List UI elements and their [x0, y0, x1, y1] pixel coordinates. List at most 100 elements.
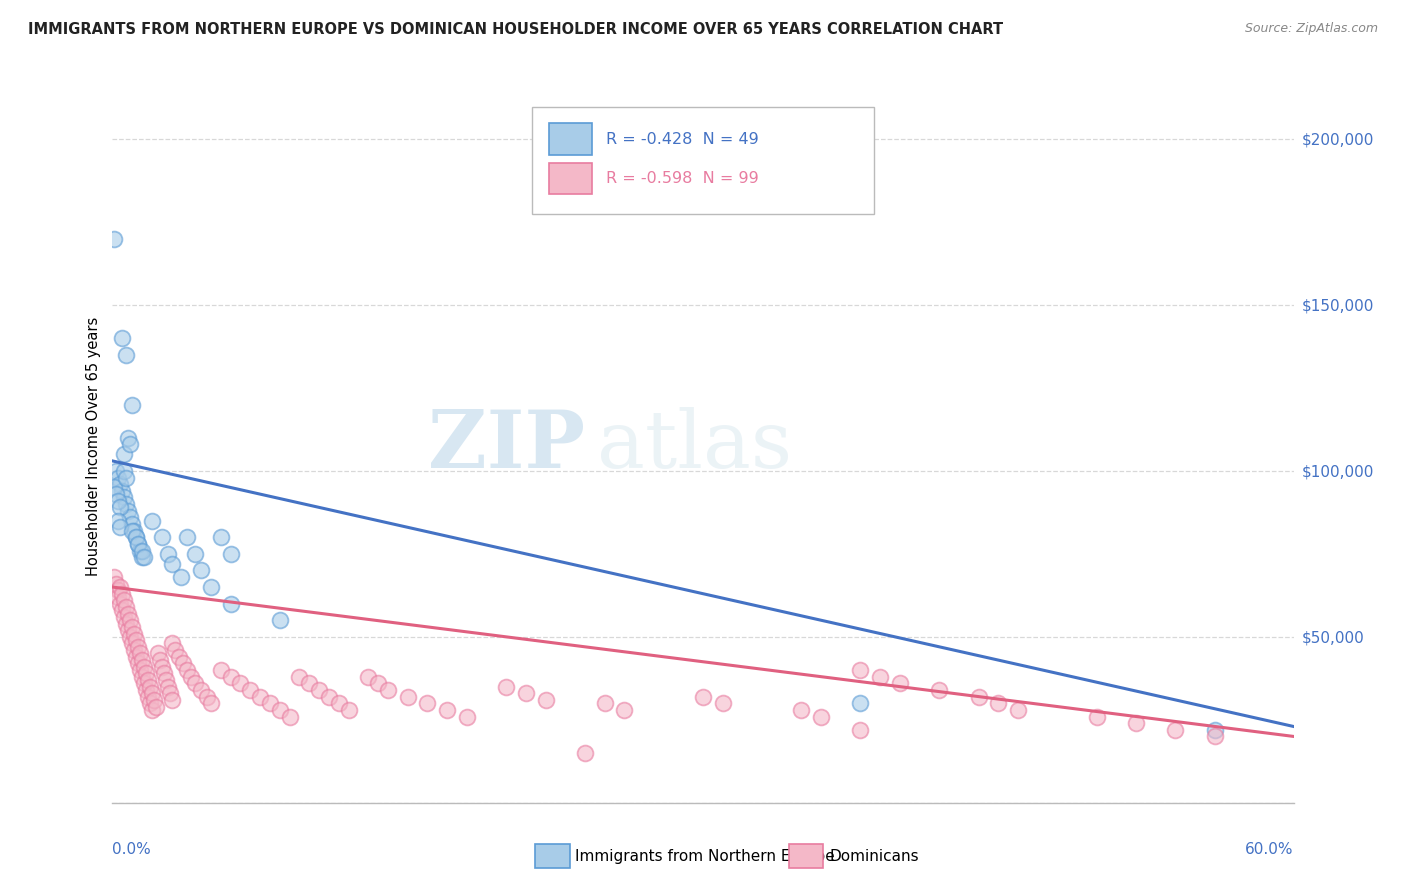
Text: 0.0%: 0.0% [112, 842, 152, 857]
Point [172, 657, 194, 671]
FancyBboxPatch shape [531, 107, 875, 214]
Point [337, 703, 360, 717]
Point [515, 686, 537, 700]
Point [110, 477, 132, 491]
Point [131, 543, 153, 558]
Point [120, 613, 142, 627]
Point [127, 537, 149, 551]
Point [120, 510, 142, 524]
Point [115, 348, 138, 362]
Point [200, 696, 222, 710]
Point [110, 520, 132, 534]
Point [259, 696, 281, 710]
Text: atlas: atlas [596, 407, 792, 485]
Point [120, 630, 142, 644]
Point [117, 607, 139, 621]
Point [810, 709, 832, 723]
Point [613, 703, 636, 717]
Point [125, 649, 148, 664]
Point [111, 587, 134, 601]
Point [574, 746, 596, 760]
Point [190, 682, 212, 697]
Point [136, 673, 159, 687]
Point [149, 653, 172, 667]
Point [190, 564, 212, 578]
Point [219, 547, 242, 561]
Point [103, 481, 125, 495]
Point [121, 516, 143, 531]
Point [142, 693, 165, 707]
FancyBboxPatch shape [550, 123, 592, 155]
Point [129, 647, 152, 661]
Point [534, 693, 557, 707]
Point [121, 524, 143, 538]
Point [112, 593, 135, 607]
Point [121, 636, 143, 650]
Point [120, 437, 142, 451]
Point [219, 670, 242, 684]
Point [115, 497, 138, 511]
Text: Dominicans: Dominicans [830, 849, 920, 863]
Point [122, 524, 145, 538]
Text: 60.0%: 60.0% [1246, 842, 1294, 857]
Point [127, 640, 149, 654]
Point [129, 543, 152, 558]
Point [176, 530, 198, 544]
Point [416, 696, 439, 710]
Point [139, 680, 162, 694]
Point [112, 610, 135, 624]
Point [170, 570, 193, 584]
Point [159, 686, 181, 700]
Point [1085, 709, 1108, 723]
Point [156, 680, 179, 694]
Point [107, 514, 129, 528]
Point [869, 670, 891, 684]
Point [150, 530, 173, 544]
Point [135, 666, 157, 681]
Point [145, 699, 167, 714]
Point [105, 576, 128, 591]
Point [111, 331, 134, 345]
Point [117, 431, 139, 445]
Point [127, 657, 149, 671]
Point [456, 709, 478, 723]
Point [139, 696, 162, 710]
Point [593, 696, 616, 710]
Point [160, 636, 183, 650]
Point [436, 703, 458, 717]
Point [141, 686, 163, 700]
Point [209, 530, 232, 544]
Point [308, 682, 330, 697]
Point [127, 537, 149, 551]
Text: R = -0.598  N = 99: R = -0.598 N = 99 [606, 171, 759, 186]
Point [141, 703, 163, 717]
Point [131, 670, 153, 684]
Point [122, 626, 145, 640]
Point [298, 676, 321, 690]
Point [495, 680, 517, 694]
Point [105, 464, 128, 478]
Point [849, 663, 872, 677]
Point [711, 696, 734, 710]
Point [107, 590, 129, 604]
Text: R = -0.428  N = 49: R = -0.428 N = 49 [606, 132, 759, 146]
Point [249, 690, 271, 704]
Point [200, 580, 222, 594]
Point [180, 670, 202, 684]
Point [135, 682, 157, 697]
Point [146, 647, 169, 661]
Point [112, 464, 135, 478]
Point [155, 673, 177, 687]
Text: IMMIGRANTS FROM NORTHERN EUROPE VS DOMINICAN HOUSEHOLDER INCOME OVER 65 YEARS CO: IMMIGRANTS FROM NORTHERN EUROPE VS DOMIN… [28, 22, 1004, 37]
Point [790, 703, 813, 717]
Text: Immigrants from Northern Europe: Immigrants from Northern Europe [575, 849, 835, 863]
Point [328, 696, 350, 710]
Point [131, 653, 153, 667]
Point [229, 676, 252, 690]
Point [115, 616, 138, 631]
Point [125, 530, 148, 544]
Point [150, 659, 173, 673]
Point [184, 547, 207, 561]
Point [1204, 723, 1226, 737]
Point [889, 676, 911, 690]
